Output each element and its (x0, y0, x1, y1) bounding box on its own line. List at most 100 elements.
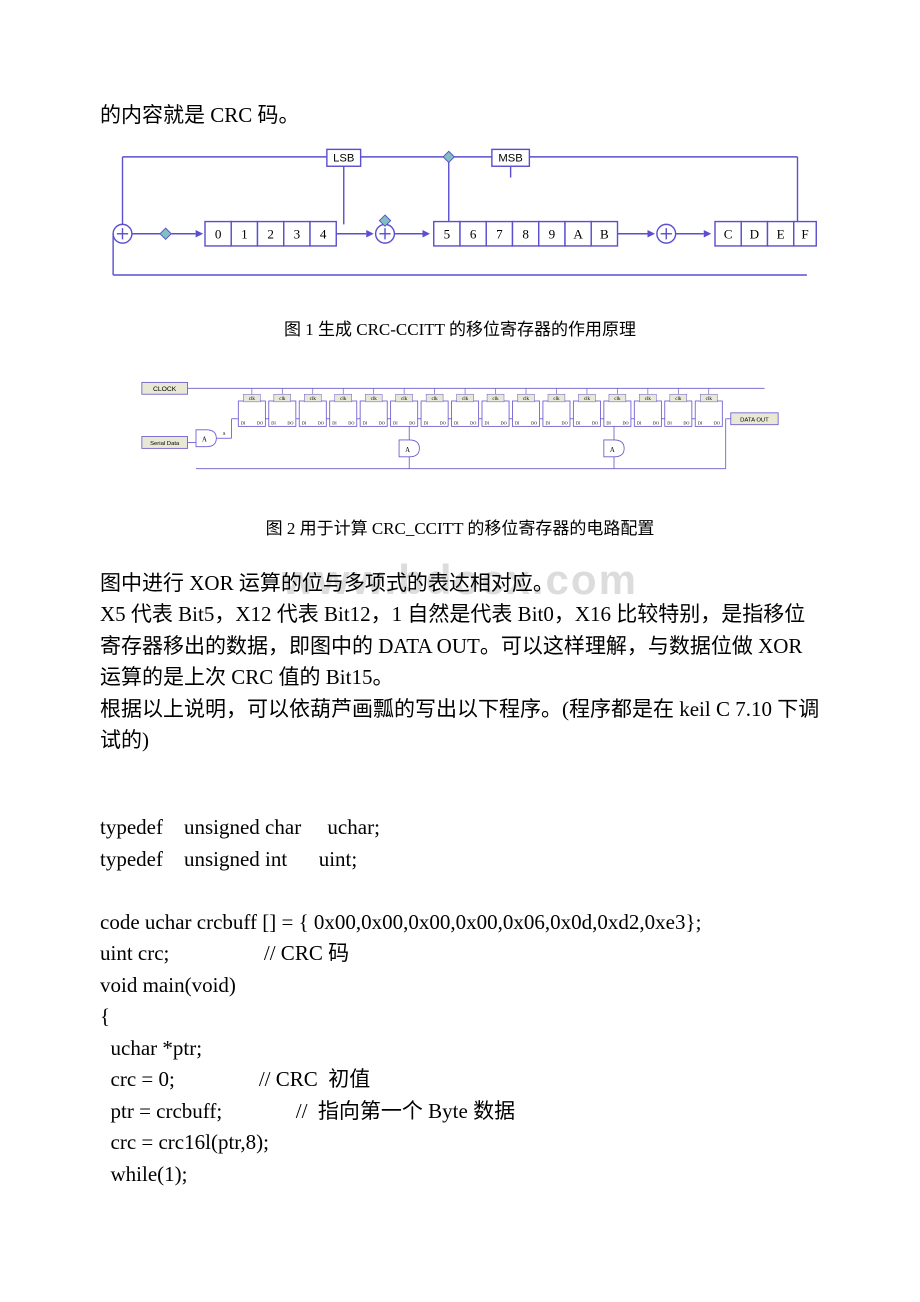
svg-text:DO: DO (440, 420, 446, 425)
svg-text:DI: DI (363, 420, 368, 425)
svg-text:7: 7 (496, 226, 503, 241)
svg-text:DO: DO (531, 420, 537, 425)
svg-text:DO: DO (714, 420, 720, 425)
svg-text:3: 3 (294, 226, 301, 241)
svg-text:DI: DI (545, 420, 550, 425)
svg-text:DI: DI (332, 420, 337, 425)
msb-label: MSB (498, 152, 522, 164)
cell-group-2: 5 6 7 8 9 A B (434, 221, 618, 245)
svg-text:DO: DO (287, 420, 293, 425)
figure-2: CLOCK Serial Data DATA OUT A s clkDIDOcl… (100, 379, 820, 499)
code-line: typedef unsigned char uchar; (100, 815, 380, 839)
code-line: uchar *ptr; (100, 1036, 202, 1060)
svg-text:1: 1 (241, 226, 248, 241)
svg-text:6: 6 (470, 226, 477, 241)
svg-text:5: 5 (444, 226, 451, 241)
code-line: typedef unsigned int uint; (100, 847, 357, 871)
lsb-label: LSB (333, 152, 354, 164)
svg-text:A: A (405, 446, 410, 453)
figure-1: LSB MSB 0 1 2 3 4 (100, 140, 820, 300)
svg-text:2: 2 (267, 226, 274, 241)
svg-text:8: 8 (522, 226, 529, 241)
code-line: void main(void) (100, 973, 236, 997)
svg-text:clk: clk (279, 396, 286, 402)
intro-line: 的内容就是 CRC 码。 (100, 100, 820, 132)
svg-text:clk: clk (645, 396, 652, 402)
svg-text:clk: clk (614, 396, 621, 402)
code-block: typedef unsigned char uchar; typedef uns… (100, 781, 820, 1191)
code-line: crc = crc16l(ptr,8); (100, 1130, 269, 1154)
svg-text:A: A (202, 436, 207, 443)
svg-text:DO: DO (653, 420, 659, 425)
svg-text:DI: DI (454, 420, 459, 425)
svg-text:clk: clk (371, 396, 378, 402)
svg-text:F: F (801, 226, 808, 241)
code-line: ptr = crcbuff; // 指向第一个 Byte 数据 (100, 1099, 515, 1123)
svg-text:DI: DI (485, 420, 490, 425)
paragraph-block: www.bdocx.com 图中进行 XOR 运算的位与多项式的表达相对应。 X… (100, 568, 820, 757)
svg-text:DI: DI (667, 420, 672, 425)
serial-data-label: Serial Data (150, 441, 180, 447)
svg-text:DO: DO (622, 420, 628, 425)
svg-text:DI: DI (393, 420, 398, 425)
code-line: while(1); (100, 1162, 187, 1186)
flipflop-chain: clk DI DO clk DI DO clk DI DO clk DI DO clk DI DO clk DI… (232, 388, 723, 438)
svg-text:B: B (600, 226, 609, 241)
svg-text:DO: DO (470, 420, 476, 425)
svg-text:DI: DI (698, 420, 703, 425)
data-out-label: DATA OUT (740, 417, 769, 423)
code-line: code uchar crcbuff [] = { 0x00,0x00,0x00… (100, 910, 701, 934)
para-3: 根据以上说明，可以依葫芦画瓢的写出以下程序。(程序都是在 keil C 7.10… (100, 694, 820, 757)
svg-text:A: A (610, 446, 615, 453)
svg-text:DO: DO (318, 420, 324, 425)
svg-text:clk: clk (492, 396, 499, 402)
svg-text:DI: DI (241, 420, 246, 425)
svg-text:C: C (724, 226, 733, 241)
svg-text:DI: DI (606, 420, 611, 425)
svg-text:D: D (750, 226, 759, 241)
svg-text:DO: DO (409, 420, 415, 425)
svg-text:clk: clk (675, 396, 682, 402)
svg-text:DO: DO (379, 420, 385, 425)
cell-group-3: C D E F (715, 221, 816, 245)
svg-text:DO: DO (348, 420, 354, 425)
svg-text:clk: clk (432, 396, 439, 402)
svg-text:DO: DO (501, 420, 507, 425)
svg-text:clk: clk (584, 396, 591, 402)
svg-text:DO: DO (683, 420, 689, 425)
svg-text:DI: DI (576, 420, 581, 425)
svg-text:DO: DO (257, 420, 263, 425)
code-line: crc = 0; // CRC 初值 (100, 1067, 370, 1091)
para-2: X5 代表 Bit5，X12 代表 Bit12，1 自然是代表 Bit0，X16… (100, 599, 820, 694)
fig2-svg: CLOCK Serial Data DATA OUT A s clkDIDOcl… (100, 379, 820, 489)
figure-1-caption: 图 1 生成 CRC-CCITT 的移位寄存器的作用原理 (100, 317, 820, 343)
clock-label: CLOCK (153, 385, 177, 392)
svg-text:DI: DI (271, 420, 276, 425)
figure-2-caption: 图 2 用于计算 CRC_CCITT 的移位寄存器的电路配置 (100, 516, 820, 542)
svg-text:DI: DI (637, 420, 642, 425)
svg-text:9: 9 (549, 226, 556, 241)
svg-text:clk: clk (310, 396, 317, 402)
svg-text:DO: DO (592, 420, 598, 425)
fig1-svg: LSB MSB 0 1 2 3 4 (100, 140, 820, 290)
code-line: uint crc; // CRC 码 (100, 941, 349, 965)
para-1: 图中进行 XOR 运算的位与多项式的表达相对应。 (100, 568, 820, 600)
svg-text:0: 0 (215, 226, 222, 241)
code-line: { (100, 1004, 110, 1028)
svg-text:clk: clk (340, 396, 347, 402)
svg-text:clk: clk (553, 396, 560, 402)
svg-text:E: E (777, 226, 785, 241)
svg-text:DI: DI (515, 420, 520, 425)
svg-text:clk: clk (462, 396, 469, 402)
svg-text:s: s (223, 430, 226, 436)
cell-group-1: 0 1 2 3 4 (205, 221, 336, 245)
svg-text:clk: clk (523, 396, 530, 402)
svg-text:4: 4 (320, 226, 327, 241)
svg-text:clk: clk (401, 396, 408, 402)
svg-text:DI: DI (302, 420, 307, 425)
svg-text:clk: clk (249, 396, 256, 402)
svg-text:DI: DI (424, 420, 429, 425)
svg-text:A: A (573, 226, 583, 241)
svg-text:DO: DO (562, 420, 568, 425)
svg-text:clk: clk (706, 396, 713, 402)
